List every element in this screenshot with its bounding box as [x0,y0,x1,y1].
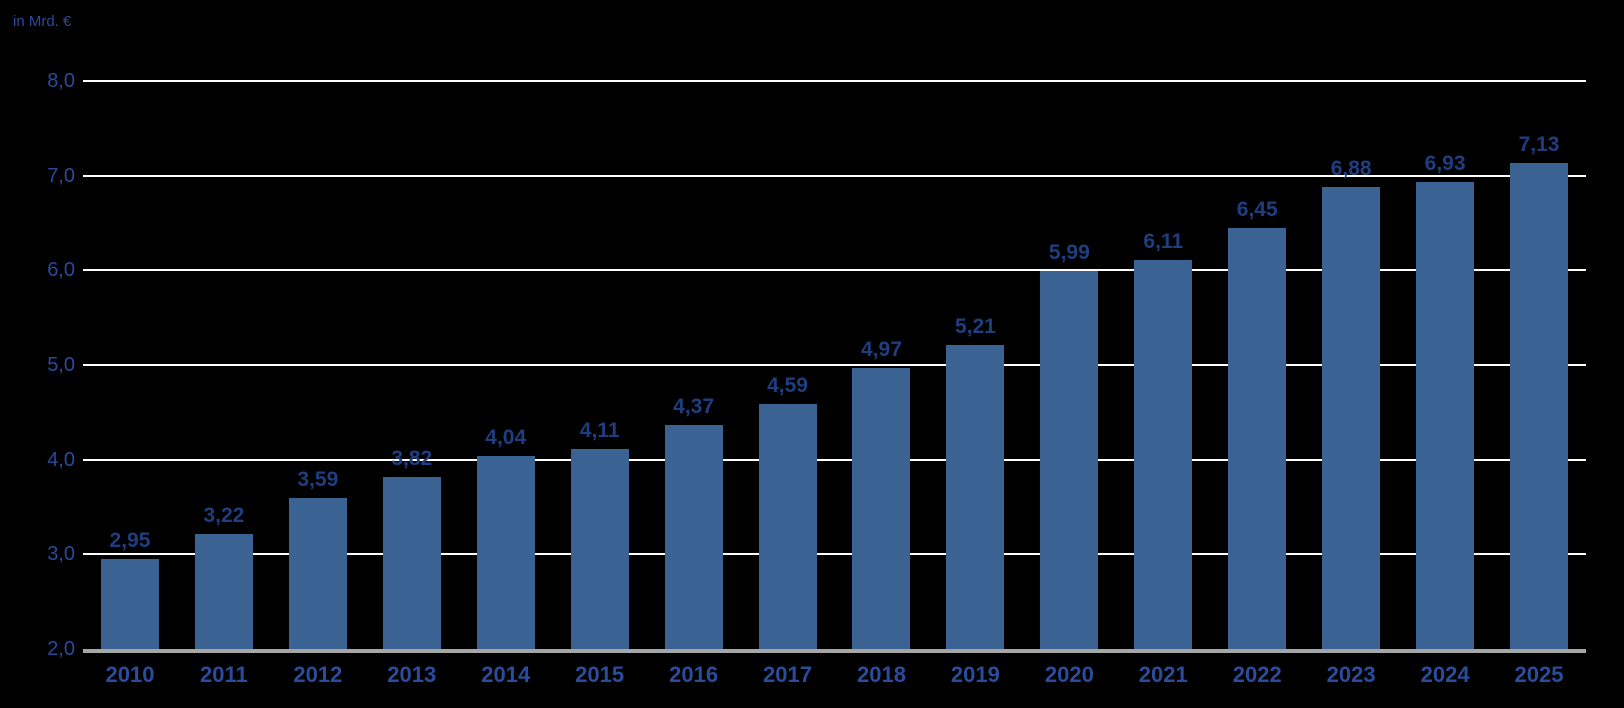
bar [1228,227,1287,649]
y-tick-label: 7,0 [47,164,75,187]
x-tick-label-year: 2017 [763,662,813,687]
x-tick-label-year: 2019 [950,662,1000,687]
x-tick-label-year: 2014 [481,662,531,687]
bar [100,559,159,649]
x-tick-label-year: 2013 [387,662,437,687]
y-tick-label: 4,0 [47,448,75,471]
bar-value-label: 3,82 [391,446,433,470]
bar [382,476,441,649]
y-gridline [83,458,1586,461]
y-gridline [83,174,1586,177]
x-tick-label-year: 2020 [1044,662,1094,687]
x-tick-label-year: 2010 [105,662,155,687]
x-tick-label-year: 2015 [575,662,625,687]
y-gridline [83,553,1586,556]
bar [194,533,253,649]
x-tick-label-year: 2023 [1326,662,1376,687]
bar [476,455,535,649]
bar [852,367,911,649]
x-tick-label-year: 2022 [1232,662,1282,687]
bar-value-label: 7,13 [1518,133,1560,157]
y-gridline [83,80,1586,82]
y-axis-unit-label: in Mrd. € [13,13,72,30]
bar-value-label: 4,04 [485,425,527,449]
bar-value-label: 3,59 [297,468,339,492]
bar-value-label: 3,22 [203,503,245,527]
x-tick-label-year: 2024 [1420,662,1470,687]
y-tick-label: 5,0 [47,354,75,376]
x-axis-line [83,649,1586,653]
y-gridline [83,364,1586,366]
bar [1134,259,1193,649]
bar-value-label: 4,97 [861,337,902,361]
bar [570,449,629,649]
y-gridline [83,269,1586,272]
bar-value-label: 6,88 [1330,157,1372,181]
x-tick-label-year: 2011 [200,662,248,687]
bar [946,345,1005,649]
bar-value-label: 4,59 [767,373,808,397]
bar-value-label: 6,45 [1236,197,1278,221]
y-tick-label: 2,0 [47,638,75,660]
bar [1510,163,1569,649]
x-tick-label-year: 2021 [1138,662,1188,687]
bar-value-label: 2,95 [109,529,151,553]
x-tick-label-year: 2018 [856,662,906,687]
x-tick-label-year: 2025 [1514,662,1564,687]
bar [1040,271,1099,649]
bar-value-label: 6,11 [1143,229,1184,253]
bar-value-label: 5,21 [954,315,996,339]
y-tick-label: 6,0 [47,259,75,282]
bar-value-label: 4,37 [673,394,715,418]
bar-value-label: 6,93 [1424,152,1466,176]
x-tick-label-year: 2012 [293,662,343,687]
y-tick-label: 8,0 [47,70,75,92]
bar [664,424,723,649]
bar-value-label: 5,99 [1048,241,1090,265]
bar [1322,187,1381,649]
bar [758,403,817,649]
bar-value-label: 4,11 [579,419,620,443]
bar [1416,182,1475,649]
bar [288,498,347,649]
y-tick-label: 3,0 [47,543,75,566]
x-tick-label-year: 2016 [669,662,719,687]
